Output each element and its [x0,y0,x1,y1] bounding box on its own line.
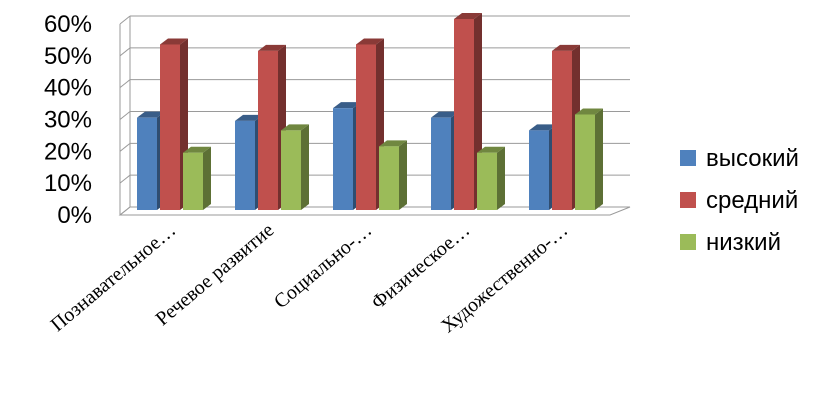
y-tick-label: 10% [44,170,92,197]
bar-top [258,44,286,51]
bar-top [333,102,361,109]
bar-side [301,124,309,210]
legend-label: высокий [706,145,799,172]
y-tick-label: 0% [57,202,92,229]
bars [137,13,603,211]
chart-floor [118,206,631,216]
bar-top [235,114,263,121]
bar-top [529,124,557,131]
x-tick-label: Физическое… [367,219,474,314]
gridline-side [119,111,131,120]
bar-front [160,44,180,210]
legend-label: низкий [706,229,781,256]
legend: высокий средний низкий [680,145,799,256]
bar [281,124,309,210]
bar [575,108,603,210]
bar-top [183,146,211,153]
y-axis-ticks: 0% 10% 20% 30% 40% 50% 60% [44,11,92,229]
bar-front [379,146,399,210]
bar-front [137,117,157,210]
bar-top [454,13,482,19]
gridline-side [119,15,131,25]
bar-top [356,38,384,45]
gridline-side [119,142,131,152]
bar-front [575,114,595,210]
y-tick-label: 50% [44,43,92,70]
bar-side [399,140,407,210]
y-tick-label: 40% [44,75,92,102]
y-tick-label: 20% [44,138,92,165]
bar-top [552,44,580,51]
bar-front [258,50,278,211]
x-axis-ticks: Познавательное…Речевое развитиеСоциально… [47,219,573,337]
gridline-side [119,79,131,89]
bar [183,146,211,210]
bar-front [431,117,451,210]
legend-swatch [680,150,696,166]
bar-top [281,124,309,131]
bar-side [497,146,505,210]
gridline-side [119,47,131,57]
bar-front [183,152,203,210]
x-tick-label: Социально-… [270,219,376,313]
bar-front [356,44,376,210]
bar-front [235,120,255,210]
y-tick-label: 60% [44,11,92,38]
bar-side [595,108,603,210]
bar-top [379,140,407,147]
y-tick-label: 30% [44,107,92,134]
bar-top [431,111,459,118]
bar-front [529,130,549,210]
bar-top [575,108,603,115]
bar-front [281,130,301,210]
bar [258,44,286,211]
bar-top [137,111,165,118]
bar [477,146,505,210]
bar-front [454,19,474,210]
legend-swatch [680,192,696,208]
bar-front [552,50,572,211]
bar-side [203,146,211,210]
legend-swatch [680,234,696,250]
legend-label: средний [706,187,798,214]
bar-top [477,146,505,153]
bar-front [477,152,497,210]
bar [379,140,407,210]
gridline-side [119,174,131,184]
bar-front [333,108,353,210]
bar-top [160,38,188,45]
